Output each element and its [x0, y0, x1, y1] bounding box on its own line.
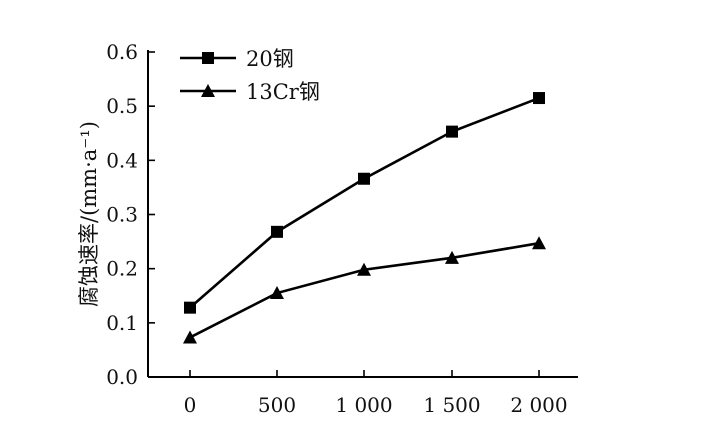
data-point [271, 225, 283, 238]
axes [147, 50, 578, 378]
legend-label: 20钢 [246, 47, 294, 71]
y-tick-label: 0.5 [106, 94, 138, 118]
data-point [358, 172, 370, 185]
legend: 20钢 13Cr钢 [180, 47, 320, 104]
series-line [189, 241, 540, 339]
data-point [446, 125, 458, 138]
x-tick-label: 0 [184, 393, 197, 417]
legend-marker [201, 84, 215, 97]
y-tick-label: 0.4 [106, 148, 138, 172]
y-tick-label: 0.6 [106, 40, 138, 64]
x-ticks: 0 500 1 000 1 500 2 000 [184, 370, 568, 417]
y-tick-label: 0.3 [106, 203, 138, 227]
y-tick-label: 0.1 [106, 311, 138, 335]
series-group [183, 92, 546, 344]
series-1 [184, 92, 545, 314]
data-point [184, 301, 196, 314]
data-point [183, 330, 197, 344]
x-tick-label: 2 000 [510, 393, 567, 417]
data-point [445, 250, 459, 264]
data-point [270, 286, 284, 300]
y-axis-label: 腐蚀速率/(mm·a⁻¹) [77, 121, 101, 307]
series-2 [183, 236, 546, 344]
data-point [357, 262, 371, 276]
x-tick-label: 500 [258, 393, 296, 417]
legend-item-2: 13Cr钢 [180, 80, 320, 104]
x-tick-label: 1 000 [335, 393, 392, 417]
legend-marker [202, 52, 214, 64]
x-tick-label: 1 500 [423, 393, 480, 417]
series-line [189, 96, 540, 309]
y-ticks: 0.0 0.1 0.2 0.3 0.4 0.5 0.6 [106, 40, 155, 389]
legend-item-1: 20钢 [180, 47, 294, 71]
data-point [533, 92, 545, 105]
data-point [532, 236, 546, 250]
legend-label: 13Cr钢 [246, 80, 320, 104]
y-tick-label: 0.2 [106, 257, 138, 281]
y-tick-label: 0.0 [106, 365, 138, 389]
